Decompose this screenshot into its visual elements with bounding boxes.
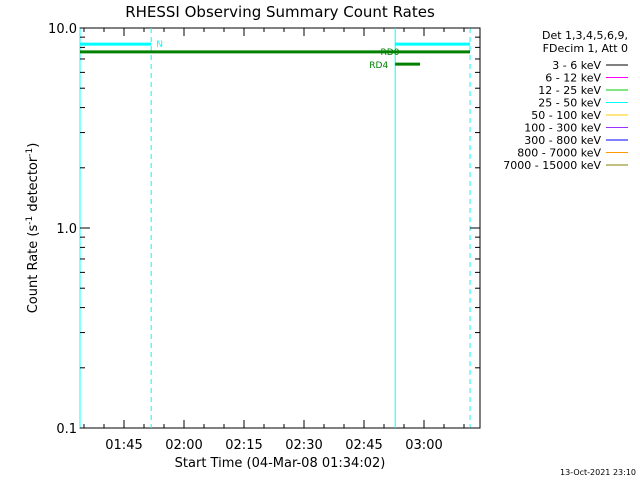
legend-header-line-0: Det 1,3,4,5,6,9, — [542, 29, 628, 42]
flag-label-n: N — [156, 40, 163, 50]
legend-entry-label-4: 50 - 100 keV — [531, 109, 601, 122]
plot-frame — [79, 27, 481, 429]
legend-entry-label-7: 800 - 7000 keV — [517, 147, 601, 160]
y-label-sup-1: -1 — [25, 216, 35, 225]
legend-header-line-1: FDecim 1, Att 0 — [543, 42, 628, 55]
y-axis-label: Count Rate (s-1 detector-1) — [25, 143, 41, 314]
legend-entry-label-5: 100 - 300 keV — [524, 122, 601, 135]
plot-marks: N RD0 RD4 — [79, 28, 471, 428]
x-tick-label: 02:30 — [285, 438, 322, 453]
x-tick-label: 02:45 — [345, 438, 382, 453]
x-axis-label: Start Time (04-Mar-08 01:34:02) — [175, 456, 386, 471]
legend: Det 1,3,4,5,6,9,FDecim 1, Att 0 3 - 6 keV… — [503, 29, 628, 172]
x-axis: 01:45 02:00 02:15 02:30 02:45 03:00 — [83, 28, 465, 453]
y-label-main: Count Rate (s — [26, 225, 41, 314]
legend-entry-label-2: 12 - 25 keV — [538, 84, 601, 97]
legend-entry-label-6: 300 - 800 keV — [524, 134, 601, 147]
legend-entry-label-8: 7000 - 15000 keV — [503, 159, 601, 172]
x-tick-label: 02:00 — [165, 438, 202, 453]
y-label-sup-2: -1 — [25, 148, 35, 157]
flag-label-rd4: RD4 — [369, 61, 388, 71]
legend-entry-label-3: 25 - 50 keV — [538, 97, 601, 110]
y-tick-label: 10.0 — [48, 22, 77, 37]
y-axis: 0.1 1.0 10.0 — [48, 22, 480, 437]
y-tick-label: 0.1 — [56, 422, 77, 437]
chart-title: RHESSI Observing Summary Count Rates — [125, 3, 435, 21]
y-label-end: ) — [26, 143, 41, 148]
x-tick-label: 03:00 — [405, 438, 442, 453]
x-tick-label: 02:15 — [225, 438, 262, 453]
x-tick-label: 01:45 — [105, 438, 142, 453]
footer-timestamp: 13-Oct-2021 23:10 — [560, 468, 636, 477]
flag-label-rd0: RD0 — [381, 48, 400, 58]
y-tick-label: 1.0 — [56, 222, 77, 237]
y-label-mid: detector — [26, 156, 41, 216]
legend-entry-label-0: 3 - 6 keV — [552, 59, 601, 72]
legend-entry-label-1: 6 - 12 keV — [545, 72, 601, 85]
